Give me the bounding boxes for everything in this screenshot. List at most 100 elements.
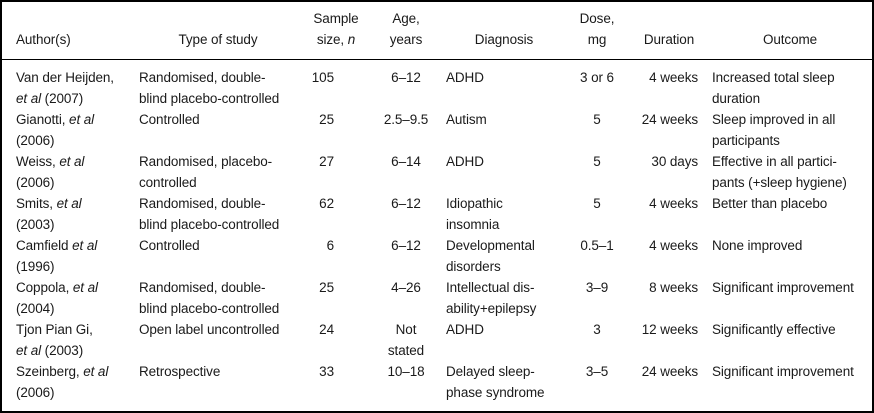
text-line: Increased total sleep [712, 70, 835, 85]
text-line: Sleep improved in all [712, 112, 836, 127]
cell-n: 6 [304, 235, 368, 277]
table-row: Coppola, et al (2004) Randomised, double-b… [2, 277, 872, 319]
text-line: Age, [392, 11, 420, 26]
text-line: Better than placebo [712, 196, 828, 211]
cell-author: Camfield et al (1996) [2, 235, 132, 277]
cell-duration: 4 weeks [630, 193, 708, 235]
cell-author: Coppola, et al (2004) [2, 277, 132, 319]
cell-duration: 24 weeks [630, 361, 708, 403]
cell-study: Open label uncontrolled [132, 319, 304, 361]
table-row: Weiss, et al (2006) Randomised, placebo-co… [2, 151, 872, 193]
text-line: 4 weeks [649, 196, 698, 211]
text-line: 6–12 [391, 196, 421, 211]
cell-age: Not stated [368, 319, 444, 361]
text-line: Open label uncontrolled [139, 322, 280, 337]
text-line: 10–18 [387, 364, 425, 379]
text-line: disorders [446, 259, 501, 274]
cell-duration: 4 weeks [630, 235, 708, 277]
text-line: Dose, [579, 11, 615, 26]
cell-duration: 12 weeks [630, 319, 708, 361]
cell-dose: 3–5 [564, 361, 630, 403]
header-cell-outcome: Outcome [708, 29, 872, 50]
text-line: ADHD [446, 154, 484, 169]
cell-author: Smits, et al (2003) [2, 193, 132, 235]
cell-duration: 4 weeks [630, 67, 708, 109]
text-line: ADHD [446, 70, 484, 85]
text-line: Sample [313, 11, 359, 26]
text-line: et al (2007) [16, 91, 84, 106]
text-line: 4 weeks [649, 70, 698, 85]
header-cell-n: Sample size, n [304, 8, 368, 50]
header-cell-duration: Duration [630, 29, 708, 50]
table-body: Van der Heijden, et al (2007) Randomised, … [2, 60, 872, 403]
cell-n: 105 [304, 67, 368, 109]
text-line: (2006) [16, 133, 55, 148]
cell-outcome: Significant improvement [708, 277, 872, 319]
text-line: years [389, 32, 423, 47]
text-line: 0.5–1 [580, 238, 614, 253]
cell-outcome: Effective in all partici-pants (+sleep h… [708, 151, 872, 193]
cell-diagnosis: Idiopathic insomnia [444, 193, 564, 235]
cell-duration: 8 weeks [630, 277, 708, 319]
italic-text: et al [59, 154, 85, 169]
cell-diagnosis: ADHD [444, 67, 564, 109]
text-line: 25 [319, 280, 334, 295]
text-line: size, n [316, 32, 356, 47]
cell-age: 6–12 [368, 193, 444, 235]
italic-text: n [347, 32, 356, 47]
text-line: Smits, et al [16, 196, 82, 211]
text-line: Randomised, placebo- [139, 154, 273, 169]
cell-diagnosis: ADHD [444, 319, 564, 361]
cell-study: Randomised, placebo-controlled [132, 151, 304, 193]
cell-study: Randomised, double-blind placebo-control… [132, 193, 304, 235]
cell-study: Controlled [132, 235, 304, 277]
text-line: mg [587, 32, 607, 47]
text-line: participants [712, 133, 780, 148]
text-line: blind placebo-controlled [139, 91, 280, 106]
cell-dose: 5 [564, 109, 630, 151]
italic-text: et al [72, 238, 98, 253]
text-line: (2006) [16, 175, 55, 190]
cell-age: 6–12 [368, 235, 444, 277]
table-row: Gianotti, et al (2006) Controlled 25 2.5–9.5… [2, 109, 872, 151]
cell-n: 33 [304, 361, 368, 403]
text-line: Author(s) [16, 32, 71, 47]
text-line: 4–26 [391, 280, 421, 295]
text-line: 24 weeks [641, 364, 698, 379]
text-line: 3 or 6 [580, 70, 614, 85]
text-line: 33 [319, 364, 334, 379]
text-line: 27 [319, 154, 334, 169]
italic-text: et al [69, 112, 95, 127]
cell-study: Randomised, double-blind placebo-control… [132, 67, 304, 109]
header-cell-age: Age, years [368, 8, 444, 50]
text-line: blind placebo-controlled [139, 217, 280, 232]
cell-outcome: Significantly effective [708, 319, 872, 361]
text-line: (2006) [16, 385, 55, 400]
italic-text: et al [83, 364, 109, 379]
text-line: 5 [593, 154, 601, 169]
cell-n: 24 [304, 319, 368, 361]
text-line: Autism [446, 112, 487, 127]
text-line: Effective in all partici- [712, 154, 837, 169]
text-line: Coppola, et al [16, 280, 98, 295]
text-line: Outcome [762, 32, 818, 47]
text-line: Controlled [139, 238, 200, 253]
table-row: Tjon Pian Gi, et al (2003) Open label unco… [2, 319, 872, 361]
cell-outcome: Sleep improved in all participants [708, 109, 872, 151]
text-line: Controlled [139, 112, 200, 127]
text-line: 5 [593, 196, 601, 211]
text-line: Idiopathic [446, 196, 503, 211]
text-line: 8 weeks [649, 280, 698, 295]
cell-age: 6–12 [368, 67, 444, 109]
text-line: 30 days [651, 154, 698, 169]
table-row: Camfield et al (1996) Controlled 6 6–12 Devel… [2, 235, 872, 277]
cell-dose: 5 [564, 193, 630, 235]
text-line: Camfield et al [16, 238, 98, 253]
cell-n: 25 [304, 277, 368, 319]
text-line: 12 weeks [641, 322, 698, 337]
text-line: 3–9 [585, 280, 609, 295]
table-row: Smits, et al (2003) Randomised, double-bli… [2, 193, 872, 235]
text-line: Gianotti, et al [16, 112, 95, 127]
cell-diagnosis: ADHD [444, 151, 564, 193]
